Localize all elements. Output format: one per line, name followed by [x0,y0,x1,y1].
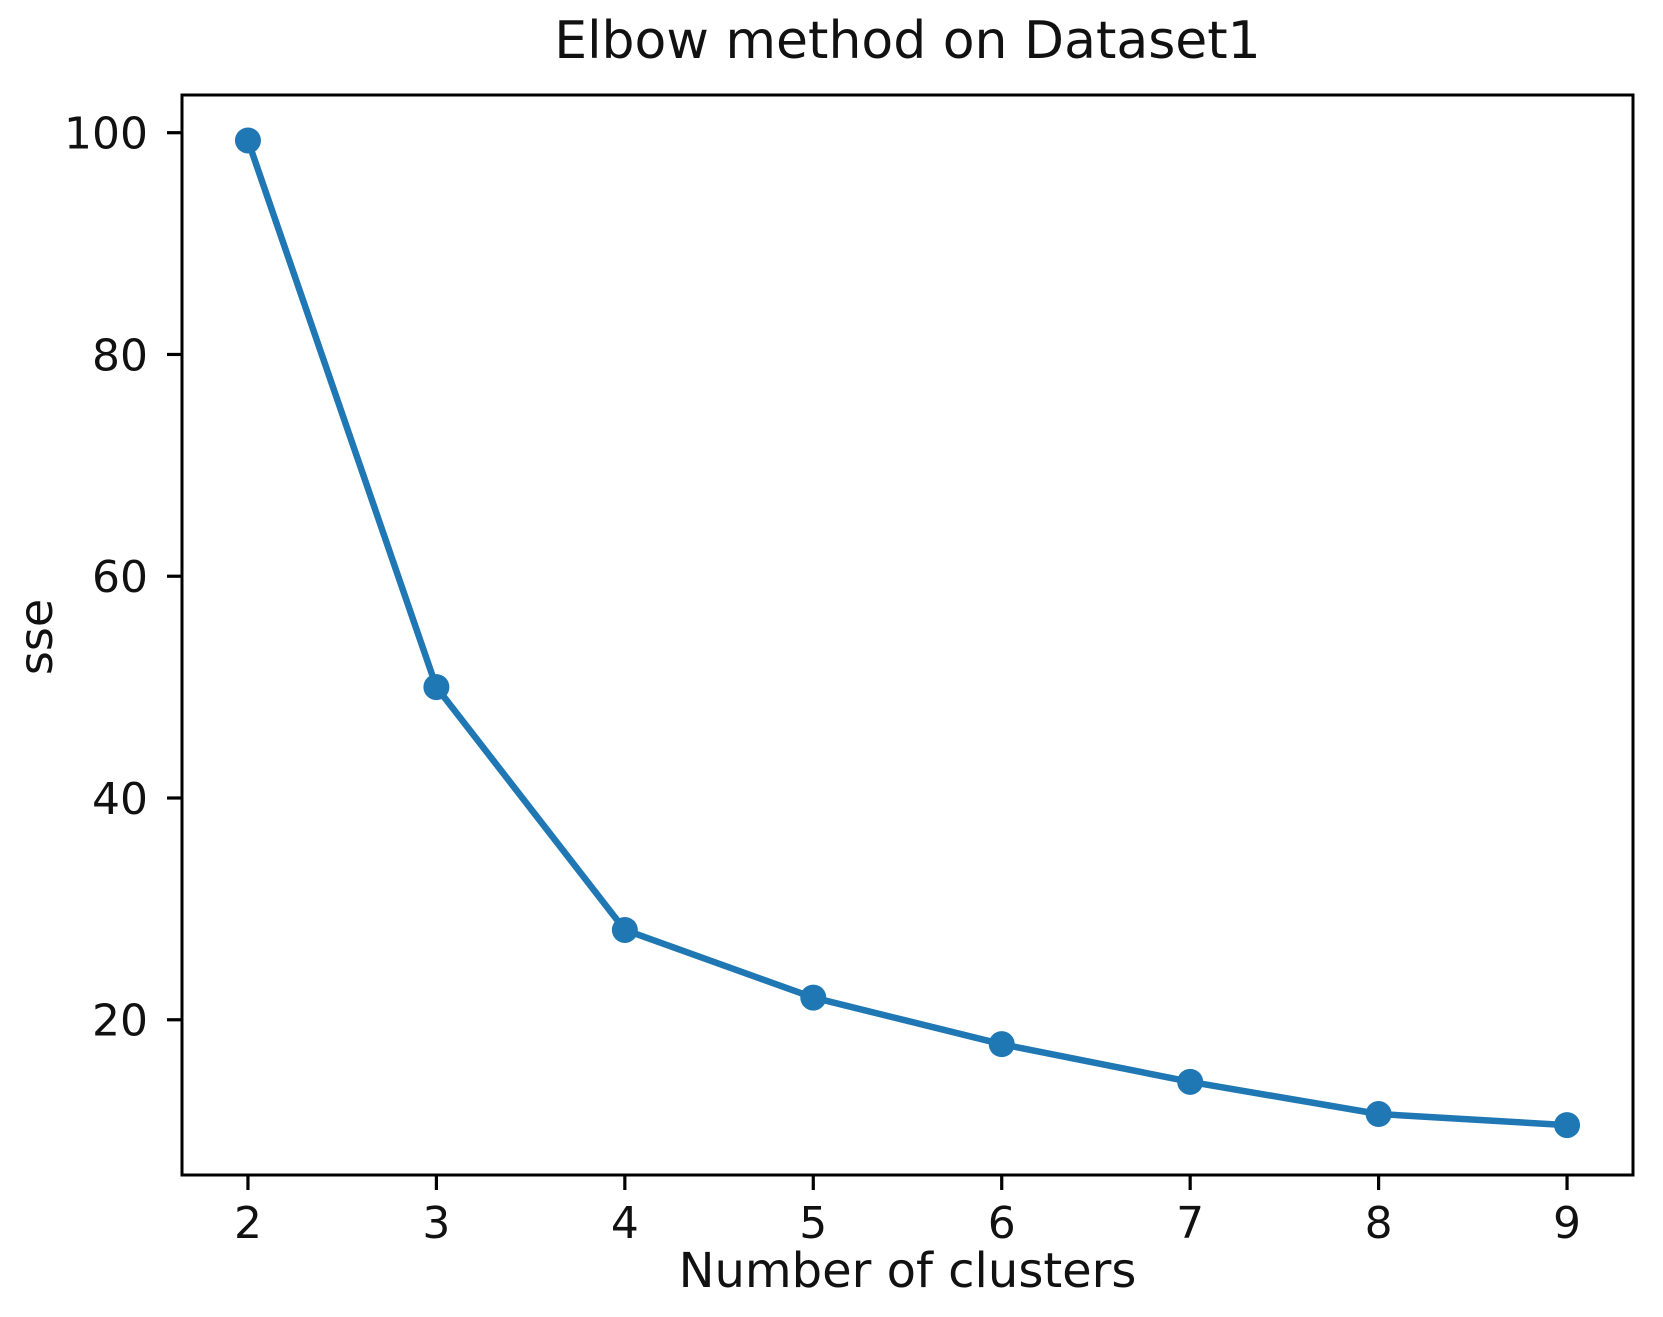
x-tick-label: 6 [988,1198,1016,1249]
x-axis-label: Number of clusters [678,1243,1137,1299]
x-tick-label: 4 [611,1198,639,1249]
x-tick-label: 7 [1176,1198,1204,1249]
chart-title: Elbow method on Dataset1 [554,11,1261,71]
sse-line [244,137,1571,1129]
data-point-k7 [1177,1068,1204,1095]
data-point-k3 [423,674,450,701]
data-point-k8 [1365,1101,1392,1128]
y-tick-label: 80 [92,330,148,381]
x-tick-label: 2 [234,1198,262,1249]
data-point-k5 [800,984,827,1011]
data-point-k6 [988,1031,1015,1058]
y-tick-label: 40 [92,774,148,825]
y-axis-label: sse [9,598,63,676]
y-tick-label: 20 [92,996,148,1047]
x-tick-label: 9 [1553,1198,1581,1249]
data-point-k9 [1554,1112,1581,1139]
data-point-k4 [611,916,638,943]
y-tick-label: 100 [64,109,148,160]
y-tick-label: 60 [92,552,148,603]
x-tick-label: 3 [422,1198,450,1249]
data-point-k2 [234,127,261,154]
x-tick-label: 5 [799,1198,827,1249]
x-tick-label: 8 [1365,1198,1393,1249]
axes-spines [180,93,1635,1177]
